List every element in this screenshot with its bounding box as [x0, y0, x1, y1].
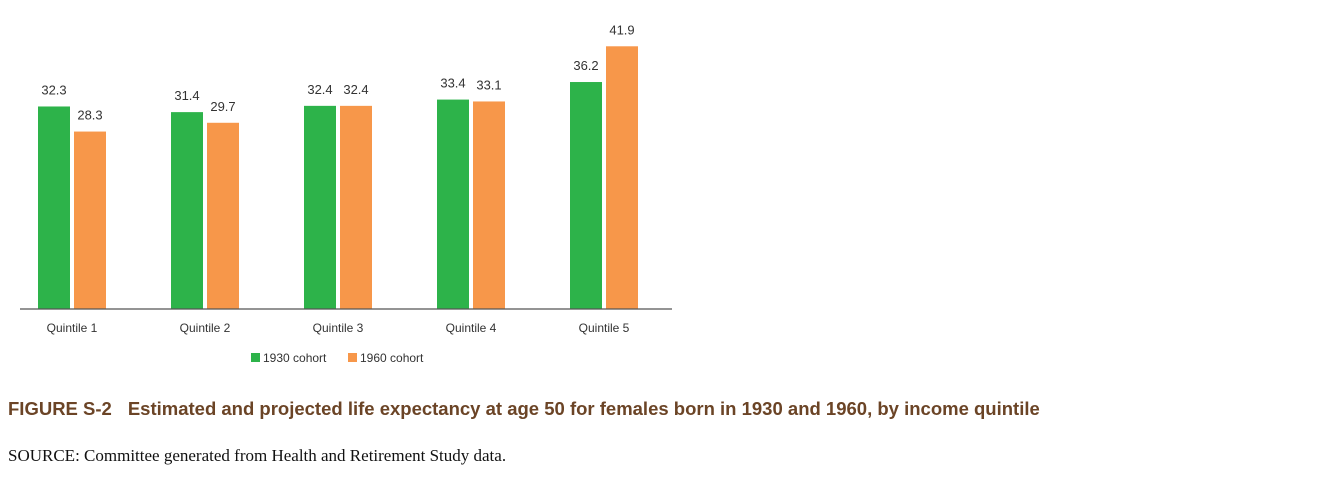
data-label: 31.4	[174, 88, 199, 103]
bar-quintile-3-1960-cohort	[340, 105, 372, 310]
data-label: 29.7	[210, 99, 235, 114]
legend-label-1960: 1960 cohort	[360, 351, 424, 365]
bar-chart: 32.3 28.3 31.4 29.7 32.4 32.4 33.4 33.1 36.2 41.9…	[20, 22, 672, 365]
legend-label-1930: 1930 cohort	[263, 351, 327, 365]
data-label: 32.4	[307, 82, 332, 97]
data-label: 32.3	[41, 82, 66, 97]
legend-swatch-1960	[348, 353, 357, 362]
data-label: 33.1	[476, 77, 501, 92]
legend: 1930 cohort 1960 cohort	[251, 351, 424, 365]
data-label: 36.2	[573, 58, 598, 73]
bar-quintile-5-1930-cohort	[570, 82, 602, 309]
bar-quintile-1-1960-cohort	[74, 131, 106, 309]
data-label: 41.9	[609, 22, 634, 37]
figure-number: FIGURE S-2	[8, 398, 112, 419]
data-label: 28.3	[77, 108, 102, 123]
x-tick-label: Quintile 3	[313, 321, 364, 335]
legend-swatch-1930	[251, 353, 260, 362]
figure-title: Estimated and projected life expectancy …	[127, 398, 1040, 419]
data-label: 32.4	[343, 82, 368, 97]
bar-quintile-3-1930-cohort	[304, 105, 336, 310]
x-tick-label: Quintile 1	[47, 321, 98, 335]
bar-quintile-2-1930-cohort	[171, 112, 203, 309]
figure-caption: FIGURE S-2 Estimated and projected life e…	[8, 398, 1040, 420]
x-tick-label: Quintile 2	[180, 321, 231, 335]
bar-quintile-2-1960-cohort	[207, 122, 239, 309]
x-tick-label: Quintile 4	[446, 321, 497, 335]
data-label: 33.4	[440, 76, 465, 91]
bar-quintile-4-1930-cohort	[437, 99, 469, 309]
source-note: SOURCE: Committee generated from Health …	[8, 446, 507, 465]
x-tick-label: Quintile 5	[579, 321, 630, 335]
bar-quintile-1-1930-cohort	[38, 106, 70, 309]
value-labels-group: 32.3 28.3 31.4 29.7 32.4 32.4 33.4 33.1 36.2 41.9	[41, 22, 634, 122]
bars-group	[38, 46, 638, 310]
x-tick-labels-group: Quintile 1 Quintile 2 Quintile 3 Quintile 4…	[47, 321, 630, 335]
bar-quintile-4-1960-cohort	[473, 101, 505, 309]
bar-quintile-5-1960-cohort	[606, 46, 638, 310]
